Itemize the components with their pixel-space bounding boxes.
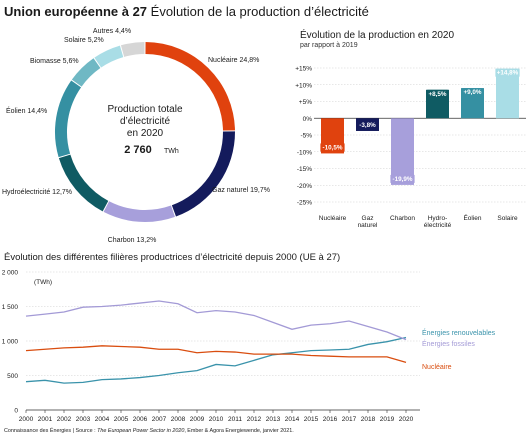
line-x-tick-label: 2007 xyxy=(152,416,167,423)
line-x-tick-label: 2020 xyxy=(399,416,414,423)
bar-solaire xyxy=(496,68,519,119)
bar-y-tick-label: +10% xyxy=(295,82,312,89)
footer-post: , Ember & Agora Energiewende, janvier 20… xyxy=(184,428,294,434)
line-x-tick-label: 2005 xyxy=(114,416,129,423)
footer-italic: The European Power Sector in 2020 xyxy=(97,428,185,434)
line-x-tick-label: 2009 xyxy=(190,416,205,423)
page-title-bold: Union européenne à 27 xyxy=(4,4,148,19)
bar-chart: +15% +10% +5% 0% -5% -10% -15% -20% -25% -10,5% Nu… xyxy=(295,66,526,229)
line-x-tick-label: 2013 xyxy=(266,416,281,423)
bar-category-label: naturel xyxy=(358,222,378,229)
line-y-tick-label: 0 xyxy=(14,408,18,415)
footer-pre: Connaissance des Énergies | Source : xyxy=(4,428,98,434)
donut-slice-gaz xyxy=(171,131,235,217)
line-x-tick-label: 2011 xyxy=(228,416,242,423)
donut-label-nucleaire: Nucléaire 24,8% xyxy=(208,57,259,64)
bar-y-tick-label: -10% xyxy=(297,149,312,156)
bar-category-label: Charbon xyxy=(390,215,415,222)
line-x-tick-label: 2001 xyxy=(38,416,53,423)
donut-slice-solaire xyxy=(94,45,124,68)
line-x-tick-label: 2018 xyxy=(361,416,376,423)
page-title: Union européenne à 27 Évolution de la pr… xyxy=(4,4,369,19)
donut-slice-hydro xyxy=(58,154,109,212)
bar-value-label: +9,0% xyxy=(463,89,481,96)
line-chart-title: Évolution des différentes filières produ… xyxy=(4,252,341,263)
line-series-label: Nucléaire xyxy=(422,364,452,371)
bar-y-tick-label: 0% xyxy=(303,116,313,123)
page-title-rest: Évolution de la production d’électricité xyxy=(147,4,369,19)
line-y-tick-label: 500 xyxy=(7,373,18,380)
bar-charbon xyxy=(391,118,414,185)
donut-slice-biomasse xyxy=(71,58,101,87)
line-series-line_fossiles xyxy=(25,300,407,341)
donut-center-unit: TWh xyxy=(164,148,179,155)
bar-chart-subtitle: par rapport à 2019 xyxy=(300,42,358,49)
bar-value-label: +14,8% xyxy=(497,70,519,77)
bar-y-tick-label: -15% xyxy=(297,166,312,173)
line-x-tick-label: 2015 xyxy=(304,416,319,423)
donut-label-hydro: Hydroélectricité 12,7% xyxy=(2,189,72,196)
line-x-tick-label: 2006 xyxy=(133,416,148,423)
line-y-tick-label: 1 500 xyxy=(2,304,19,311)
bar-category-label: Solaire xyxy=(497,215,518,222)
donut-center-value: 2 760 xyxy=(124,144,152,156)
source-footer: Connaissance des Énergies | Source : The… xyxy=(4,428,294,434)
donut-chart: Nucléaire 24,8% Gaz naturel 19,7% Charbon … xyxy=(2,28,270,244)
donut-slice-nucleaire xyxy=(145,42,235,131)
line-x-tick-label: 2019 xyxy=(380,416,395,423)
donut-label-eolien: Éolien 14,4% xyxy=(6,106,47,115)
line-series-label: Énergies fossiles xyxy=(422,339,475,348)
line-y-axis-label: (TWh) xyxy=(34,279,52,286)
bar-y-tick-label: -25% xyxy=(297,200,312,207)
line-x-tick-label: 2017 xyxy=(342,416,357,423)
line-chart: 0 500 1 000 1 500 2 000 (TWh) 2000 2001 2002 2003… xyxy=(2,270,496,424)
line-x-tick-label: 2003 xyxy=(76,416,91,423)
bar-value-label-bg xyxy=(495,68,520,77)
line-x-tick-label: 2014 xyxy=(285,416,300,423)
line-y-tick-label: 2 000 xyxy=(2,270,19,277)
bar-value-label: -10,5% xyxy=(323,144,343,151)
bar-category-label: électricité xyxy=(424,222,452,229)
line-y-tick-label: 1 000 xyxy=(2,339,19,346)
line-series-line_nucleaire xyxy=(25,345,407,364)
bar-chart-title: Évolution de la production en 2020 xyxy=(300,30,455,41)
bar-value-label-bg xyxy=(427,89,448,98)
donut-label-biomasse: Biomasse 5,6% xyxy=(30,58,79,65)
line-x-tick-label: 2004 xyxy=(95,416,110,423)
bar-value-label: +8,5% xyxy=(428,91,446,98)
bar-category-label: Gaz xyxy=(362,215,374,222)
line-x-tick-label: 2010 xyxy=(209,416,224,423)
line-x-tick-label: 2016 xyxy=(323,416,338,423)
donut-label-gaz: Gaz naturel 19,7% xyxy=(212,187,270,194)
bar-value-label-bg xyxy=(462,88,483,97)
donut-slice-eolien xyxy=(55,80,82,158)
line-x-tick-label: 2002 xyxy=(57,416,72,423)
line-x-tick-label: 2012 xyxy=(247,416,262,423)
donut-center-line3: en 2020 xyxy=(127,128,164,139)
donut-slice-charbon xyxy=(103,201,175,223)
line-series-label: Énergies renouvelables xyxy=(422,328,496,337)
donut-label-charbon: Charbon 13,2% xyxy=(108,237,157,244)
bar-value-label-bg xyxy=(357,120,378,129)
bar-category-label: Éolien xyxy=(463,213,481,222)
line-x-tick-label: 2008 xyxy=(171,416,186,423)
line-series-line_renouvelables xyxy=(25,336,407,384)
bar-y-tick-label: -20% xyxy=(297,183,312,190)
line-x-tick-label: 2000 xyxy=(19,416,34,423)
donut-slice-autres xyxy=(120,42,145,57)
bar-category-label: Hydro- xyxy=(428,215,448,222)
bar-y-tick-label: -5% xyxy=(300,133,312,140)
donut-label-solaire: Solaire 5,2% xyxy=(64,37,104,44)
bar-value-label-bg xyxy=(320,143,345,152)
bar-value-label: -19,9% xyxy=(393,176,413,183)
bar-y-tick-label: +15% xyxy=(295,66,312,73)
bar-value-label-bg xyxy=(390,174,415,183)
donut-center-line2: d’électricité xyxy=(120,116,170,127)
bar-value-label: -3,8% xyxy=(359,122,376,129)
bar-y-tick-label: +5% xyxy=(299,99,312,106)
donut-center-line1: Production totale xyxy=(107,104,182,115)
bar-category-label: Nucléaire xyxy=(319,215,347,222)
donut-label-autres: Autres 4,4% xyxy=(93,28,131,35)
